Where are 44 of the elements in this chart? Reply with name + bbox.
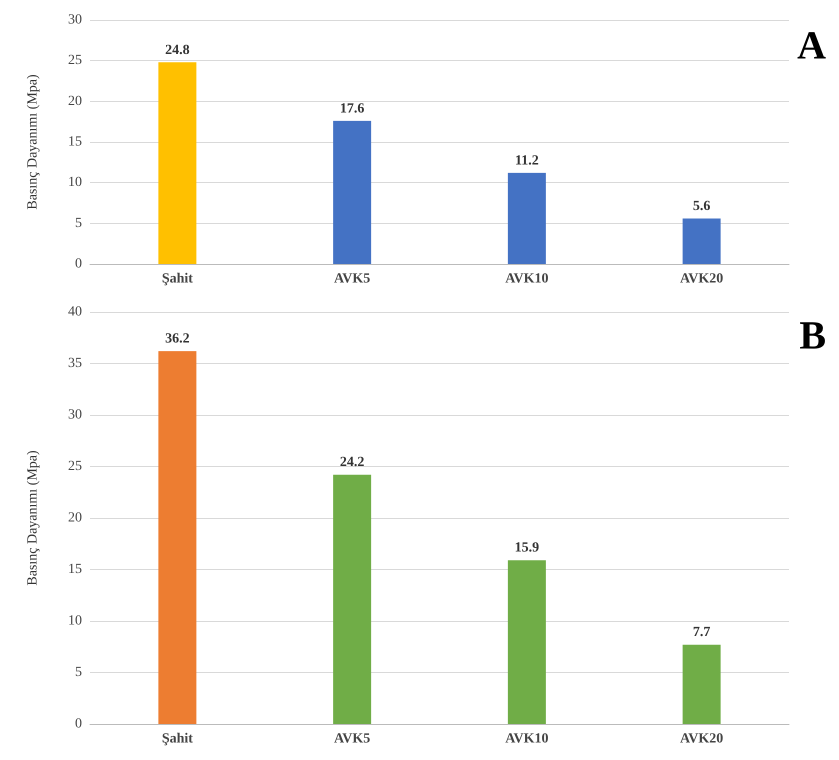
- chart-title: B: [799, 312, 826, 358]
- y-tick-label: 15: [68, 562, 82, 577]
- y-tick-label: 0: [75, 256, 82, 272]
- y-tick-label: 20: [68, 94, 82, 109]
- bar: [333, 120, 372, 264]
- data-label: 36.2: [165, 332, 190, 347]
- bar: [682, 644, 721, 724]
- x-tick-label: AVK5: [334, 272, 370, 286]
- y-tick-label: 10: [68, 175, 82, 190]
- data-label: 17.6: [340, 101, 364, 116]
- x-tick-label: AVK5: [334, 732, 370, 746]
- x-tick-label: AVK10: [505, 272, 549, 286]
- y-axis-title: Basınç Dayanımı (Mpa): [26, 74, 40, 210]
- y-tick-label: 40: [68, 304, 82, 320]
- x-tick-label: AVK20: [680, 732, 724, 746]
- y-tick-label: 20: [68, 510, 82, 526]
- data-label: 24.8: [165, 42, 190, 58]
- data-label: 5.6: [692, 198, 710, 214]
- y-tick-label: 25: [68, 53, 82, 68]
- x-tick-label: AVK10: [505, 732, 549, 746]
- bar: [158, 62, 196, 264]
- data-label: 11.2: [515, 153, 539, 168]
- y-axis-title: Basınç Dayanımı (Mpa): [26, 450, 40, 586]
- y-tick-label: 0: [75, 716, 82, 732]
- data-label: 7.7: [692, 625, 710, 640]
- x-tick-label: AVK20: [680, 272, 724, 286]
- data-label: 15.9: [514, 540, 540, 556]
- y-tick-label: 35: [68, 356, 82, 371]
- y-tick-label: 15: [68, 134, 82, 150]
- bar: [333, 474, 372, 724]
- bar: [508, 172, 546, 264]
- y-tick-label: 10: [68, 614, 82, 628]
- y-tick-label: 5: [75, 216, 82, 231]
- y-tick-label: 30: [68, 12, 82, 28]
- y-tick-label: 25: [68, 459, 82, 474]
- data-label: 24.2: [340, 455, 364, 470]
- x-tick-label: Şahit: [162, 272, 194, 286]
- x-tick-label: Şahit: [162, 732, 194, 746]
- y-tick-label: 30: [68, 408, 82, 422]
- y-tick-label: 5: [75, 665, 82, 680]
- bar: [158, 351, 196, 724]
- chart-title: A: [797, 22, 826, 68]
- bar: [682, 218, 721, 264]
- bar: [508, 560, 546, 724]
